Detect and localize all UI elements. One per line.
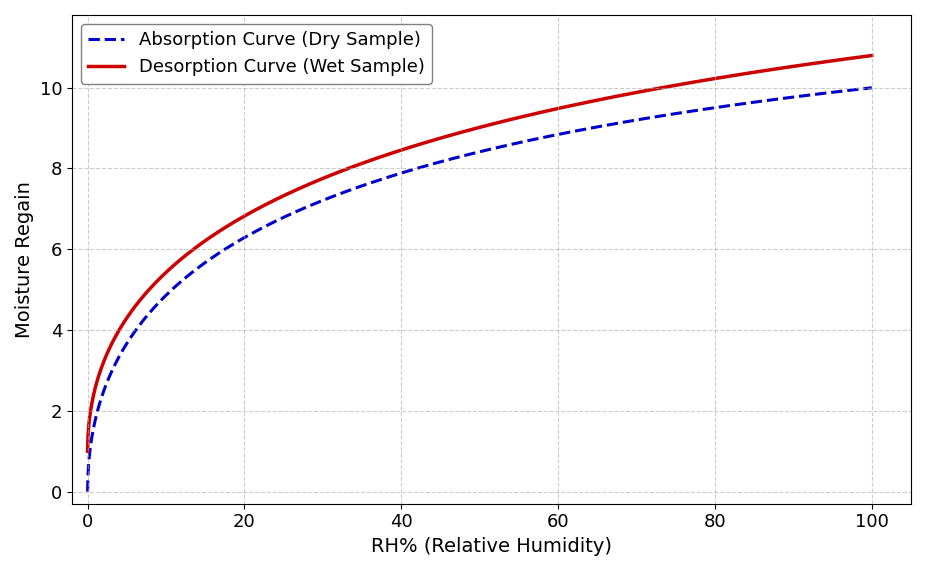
Desorption Curve (Wet Sample) [844,55,855,62]
Desorption Curve (Wet Sample) [122,313,133,320]
X-axis label: RH% (Relative Humidity): RH% (Relative Humidity) [371,537,612,556]
Y-axis label: Moisture Regain: Moisture Regain [15,181,34,338]
Desorption Curve (Wet Sample) [82,448,94,455]
Line: Desorption Curve (Wet Sample): Desorption Curve (Wet Sample) [88,55,871,451]
Absorption Curve (Dry Sample) [122,339,133,345]
Desorption Curve (Wet Sample) [463,127,474,134]
Absorption Curve (Dry Sample) [463,151,474,158]
Desorption Curve (Wet Sample) [843,55,854,62]
Desorption Curve (Wet Sample) [699,77,710,83]
Absorption Curve (Dry Sample) [82,488,94,495]
Absorption Curve (Dry Sample) [866,85,877,91]
Absorption Curve (Dry Sample) [699,106,710,112]
Absorption Curve (Dry Sample) [844,87,855,94]
Absorption Curve (Dry Sample) [443,156,454,163]
Legend: Absorption Curve (Dry Sample), Desorption Curve (Wet Sample): Absorption Curve (Dry Sample), Desorptio… [81,24,432,83]
Desorption Curve (Wet Sample) [866,52,877,59]
Desorption Curve (Wet Sample) [443,132,454,139]
Line: Absorption Curve (Dry Sample): Absorption Curve (Dry Sample) [88,88,871,492]
Absorption Curve (Dry Sample) [843,87,854,94]
